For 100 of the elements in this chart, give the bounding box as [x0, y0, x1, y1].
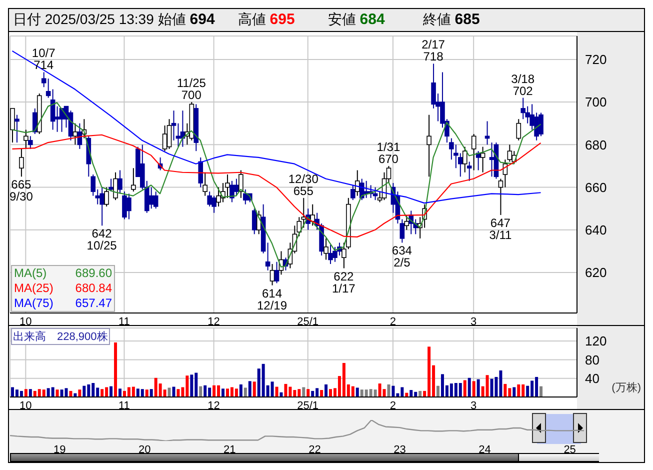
text: MA(25) 680.84: [14, 281, 112, 295]
candlestick: [108, 178, 114, 192]
bar: [190, 374, 194, 397]
annotation: 11/25 700: [176, 76, 206, 102]
candlestick: [104, 186, 109, 207]
bar: [486, 375, 489, 397]
bar: [212, 385, 216, 397]
candlestick: [230, 180, 234, 203]
candlestick: [19, 148, 24, 178]
candlestick: [507, 144, 512, 162]
bar: [60, 390, 64, 397]
x-tick-label: 20: [138, 444, 151, 456]
bar: [69, 390, 72, 397]
bar: [252, 382, 256, 397]
candlestick: [46, 78, 51, 98]
bar: [42, 390, 46, 397]
bar: [132, 386, 135, 397]
bar: [351, 386, 354, 397]
annotation: 642 10/25: [86, 226, 118, 253]
bar: [356, 388, 359, 397]
bar: [540, 386, 543, 397]
annotation: 1/31 670: [376, 140, 400, 166]
x-tick-label: 25/1: [297, 316, 319, 328]
bar: [270, 382, 274, 397]
x-tick-label: 21: [224, 444, 236, 456]
x-tick-label: 10: [20, 316, 32, 328]
bar: [248, 381, 252, 397]
text: 始値 694: [158, 11, 216, 29]
candlestick: [310, 204, 315, 226]
candlestick: [350, 184, 356, 201]
bar: [458, 383, 462, 397]
bar: [244, 388, 247, 397]
bar: [118, 388, 122, 397]
bar: [463, 380, 466, 397]
bar: [199, 386, 202, 397]
candlestick: [471, 134, 476, 171]
candlestick: [202, 172, 208, 196]
text: 高値 695: [238, 11, 296, 29]
candlestick: [238, 170, 244, 198]
x-tick-label: 25: [564, 444, 576, 456]
annotation: 647 3/11: [489, 216, 512, 242]
candlestick: [462, 146, 468, 173]
bar: [51, 387, 54, 397]
bar: [100, 389, 104, 397]
bar: [490, 378, 494, 397]
bar: [418, 390, 422, 397]
candlestick: [265, 242, 270, 271]
x-tick-label: 2: [390, 316, 396, 328]
annotation: 3/18 702: [511, 72, 535, 98]
candlestick: [176, 122, 181, 148]
bar: [234, 388, 238, 397]
text: MA(5) 689.60: [14, 266, 112, 280]
candlestick: [480, 146, 486, 173]
bar: [302, 387, 306, 397]
bar: [468, 378, 471, 397]
y-tick-label: 640: [585, 222, 607, 238]
candlestick: [118, 170, 122, 194]
x-tick-label: 12: [208, 400, 220, 412]
bar: [64, 388, 68, 397]
bar: [172, 386, 176, 397]
bar: [374, 390, 377, 397]
bar: [392, 386, 395, 397]
candlestick: [520, 97, 526, 120]
y-tick-label: 720: [585, 52, 607, 68]
bar: [311, 390, 314, 397]
text: MA(75) 657.47: [14, 296, 112, 310]
candlestick: [14, 114, 20, 144]
candlestick: [198, 156, 204, 188]
chart-title: 出来高 228,900株: [11, 328, 110, 345]
bar: [28, 389, 32, 397]
bar: [387, 384, 390, 397]
annotation: 10/7 714: [32, 46, 56, 72]
y-tick-label: 700: [585, 94, 607, 110]
x-tick-label: 11: [118, 316, 130, 328]
candlestick: [466, 161, 472, 182]
y-tick-label: 80: [585, 352, 600, 368]
bar: [82, 386, 86, 397]
bar: [517, 384, 520, 397]
annotation: 12/30 655: [288, 172, 319, 198]
x-tick-label: 24: [478, 444, 491, 456]
y-tick-label: 620: [585, 265, 607, 280]
line-series: [12, 50, 542, 204]
text: 終値 685: [422, 11, 481, 29]
bar: [284, 384, 288, 397]
x-tick-label: 2: [390, 400, 396, 412]
candlestick: [324, 238, 328, 260]
candlestick: [153, 191, 158, 210]
candlestick: [274, 261, 280, 284]
bar: [110, 386, 113, 397]
y-tick-label: 40: [585, 370, 600, 386]
candlestick: [489, 142, 494, 178]
bar: [239, 384, 242, 397]
candlestick: [516, 118, 522, 141]
candlestick: [166, 118, 172, 150]
candlestick: [162, 124, 168, 152]
x-tick-label: 10: [20, 400, 32, 412]
annotation: 665 9/30: [10, 178, 34, 204]
bar: [150, 389, 153, 397]
candlestick: [270, 263, 275, 286]
annotation: 634 2/5: [392, 244, 412, 270]
